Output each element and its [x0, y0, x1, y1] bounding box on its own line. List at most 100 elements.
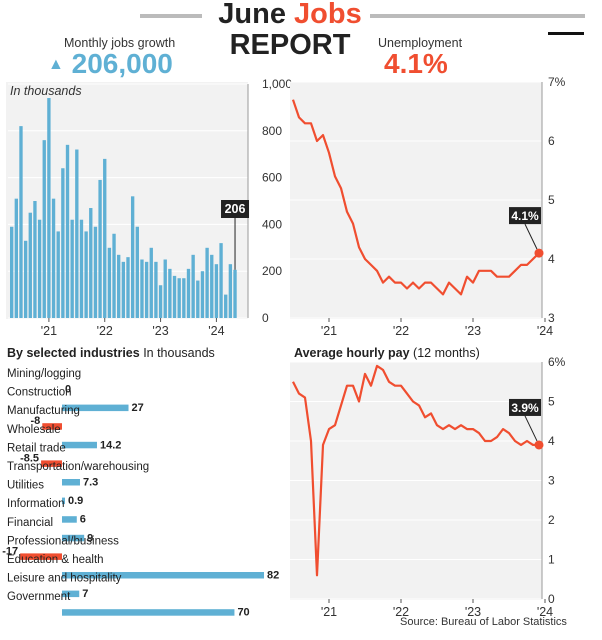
- callout-label: 206: [225, 202, 246, 216]
- bar: [210, 254, 214, 318]
- jobs-value: ▲ 206,000: [48, 48, 173, 80]
- industry-value: -8.5: [20, 452, 39, 464]
- bar: [14, 198, 19, 318]
- bar: [51, 198, 56, 318]
- bar: [154, 261, 158, 318]
- source-note: Source: Bureau of Labor Statistics: [400, 616, 567, 628]
- bar: [28, 212, 32, 318]
- header-rule-left: [140, 14, 202, 18]
- industry-bar: [62, 572, 264, 579]
- bar: [103, 158, 107, 318]
- industry-bar: [62, 609, 235, 616]
- y-tick-label: 200: [262, 264, 282, 278]
- x-tick-label: '21: [321, 324, 337, 338]
- bar: [158, 285, 163, 318]
- bar: [130, 196, 135, 318]
- industry-value: -17: [2, 545, 18, 557]
- callout-leader: [524, 223, 538, 250]
- bar: [168, 268, 172, 318]
- bar: [233, 269, 237, 318]
- bar: [19, 126, 23, 319]
- callout-label: 4.1%: [511, 209, 539, 223]
- bar: [42, 140, 46, 318]
- callout-box: [509, 398, 541, 416]
- title-june: June: [218, 0, 286, 30]
- x-tick-label: '23: [465, 605, 481, 619]
- bar: [228, 264, 233, 318]
- industry-value: 6: [80, 514, 86, 526]
- series-line: [291, 99, 540, 296]
- bar: [121, 261, 126, 318]
- industry-label: Wholesale: [7, 424, 61, 436]
- bar: [200, 271, 205, 318]
- industry-value: 7.3: [83, 477, 98, 489]
- industry-value: 7: [82, 588, 88, 600]
- bar: [112, 233, 116, 318]
- bar: [93, 226, 98, 318]
- bar: [224, 294, 228, 318]
- industry-value: 70: [237, 607, 249, 619]
- series-line: [292, 364, 539, 577]
- industry-label: Construction: [7, 387, 72, 399]
- industry-value: 0.9: [68, 495, 83, 507]
- y-tick-label: 400: [262, 217, 282, 231]
- industry-value: 14.2: [100, 439, 121, 451]
- last-point: [534, 440, 544, 450]
- x-tick-label: '24: [537, 605, 553, 619]
- industry-value: 9: [87, 532, 93, 544]
- x-tick-label: '22: [97, 324, 113, 338]
- header-dash: [548, 32, 584, 35]
- industry-label: Information: [7, 498, 65, 510]
- last-point: [534, 248, 544, 258]
- bar: [89, 208, 93, 318]
- bar: [10, 226, 14, 318]
- pay-subtitle: (12 months): [413, 346, 480, 360]
- y-tick-label: 7%: [548, 75, 566, 89]
- industry-label: Professional/business: [7, 535, 119, 547]
- bar: [172, 275, 177, 318]
- y-tick-label: 5: [548, 193, 555, 207]
- bar: [79, 219, 84, 318]
- industry-value: 27: [132, 402, 144, 414]
- industry-value: 0: [65, 384, 71, 396]
- jobs-label: Monthly jobs growth: [64, 36, 176, 50]
- y-tick-label: 6: [548, 134, 555, 148]
- y-tick-label: 3: [548, 474, 555, 488]
- x-tick-label: '24: [208, 324, 224, 338]
- y-tick-label: 800: [262, 124, 282, 138]
- bar: [149, 247, 153, 318]
- industry-value: -8: [31, 415, 41, 427]
- bar: [37, 219, 42, 318]
- industry-label: Government: [7, 591, 71, 603]
- bar: [117, 254, 121, 318]
- industry-bar: [62, 479, 80, 486]
- bar: [163, 259, 167, 318]
- industry-bar: [62, 516, 77, 523]
- bar: [98, 179, 102, 318]
- bar: [191, 254, 195, 318]
- y-tick-label: 600: [262, 171, 282, 185]
- bar: [196, 280, 200, 318]
- bar: [140, 259, 144, 318]
- unemployment-value: 4.1%: [384, 48, 448, 79]
- page-title: June Jobs: [205, 0, 375, 31]
- bar: [23, 240, 28, 318]
- industries-header: By selected industries In thousands: [7, 346, 215, 360]
- bar: [107, 247, 112, 318]
- industry-bar: [62, 534, 85, 542]
- bar: [144, 261, 149, 318]
- y-tick-label: 4: [548, 252, 555, 266]
- industry-label: Financial: [7, 517, 53, 529]
- industry-label: Manufacturing: [7, 405, 80, 417]
- x-tick-label: '23: [465, 324, 481, 338]
- bar: [70, 219, 74, 318]
- bar: [65, 144, 70, 318]
- industries-title: By selected industries: [7, 346, 140, 360]
- up-arrow-icon: ▲: [48, 56, 64, 73]
- y-tick-label: 1: [548, 553, 555, 567]
- bar: [205, 247, 209, 318]
